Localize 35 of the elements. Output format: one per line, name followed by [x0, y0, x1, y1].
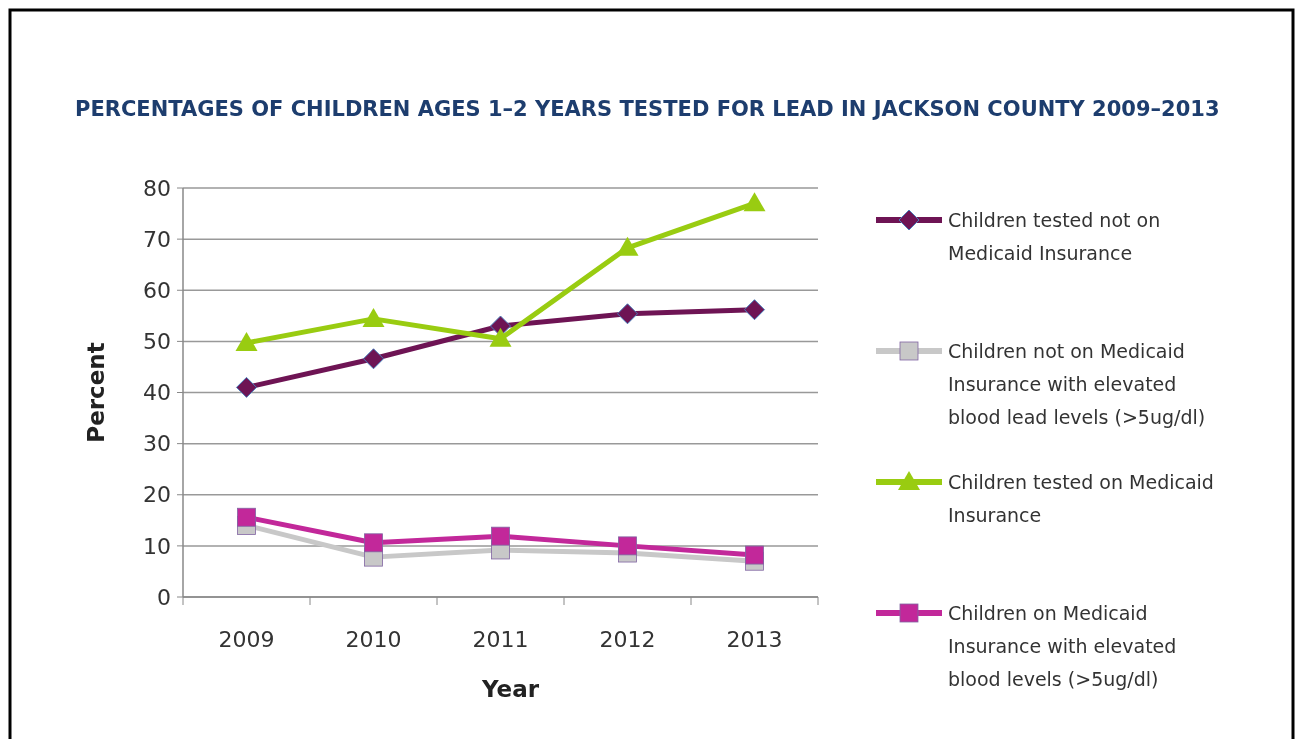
point	[743, 192, 766, 212]
y-tick-label: 80	[143, 175, 171, 201]
legend-label: Children not on Medicaid Insurance with elevated blood lead levels (>5ug/dl)	[948, 340, 1206, 428]
legend-label: Children tested on Medicaid Insurance	[948, 471, 1214, 526]
y-tick-label: 40	[143, 380, 171, 406]
point	[618, 536, 637, 556]
point	[616, 236, 639, 256]
y-tick-label: 50	[143, 329, 171, 355]
point	[744, 299, 765, 321]
point	[364, 533, 383, 553]
point	[362, 307, 385, 327]
x-tick-label: 2011	[472, 627, 529, 652]
y-tick-label: 60	[143, 277, 171, 303]
point	[617, 303, 638, 325]
x-tick-label: 2012	[599, 627, 656, 652]
point	[363, 348, 384, 370]
legend-label: Children tested not on Medicaid Insurance	[948, 209, 1161, 264]
x-axis-title: Year	[480, 676, 540, 702]
point	[489, 327, 512, 347]
point	[236, 376, 257, 398]
x-tick-label: 2010	[345, 627, 402, 652]
point	[237, 507, 256, 527]
y-tick-label: 10	[143, 533, 171, 559]
point	[491, 526, 510, 546]
chart-title: PERCENTAGES OF CHILDREN AGES 1–2 YEARS TESTED FOR LEAD IN JACKSON COUNTY 2009–2013	[75, 97, 1220, 121]
x-tick-label: 2009	[218, 627, 275, 652]
y-axis-title: Percent	[83, 342, 109, 443]
legend-label: Children on Medicaid Insurance with elevated blood levels (>5ug/dl)	[948, 602, 1177, 690]
x-tick-label: 2013	[726, 627, 783, 652]
point	[745, 545, 764, 565]
y-tick-label: 0	[157, 584, 171, 610]
point	[235, 331, 258, 351]
y-tick-label: 20	[143, 482, 171, 508]
y-tick-label: 70	[143, 226, 171, 252]
y-tick-label: 30	[143, 431, 171, 457]
